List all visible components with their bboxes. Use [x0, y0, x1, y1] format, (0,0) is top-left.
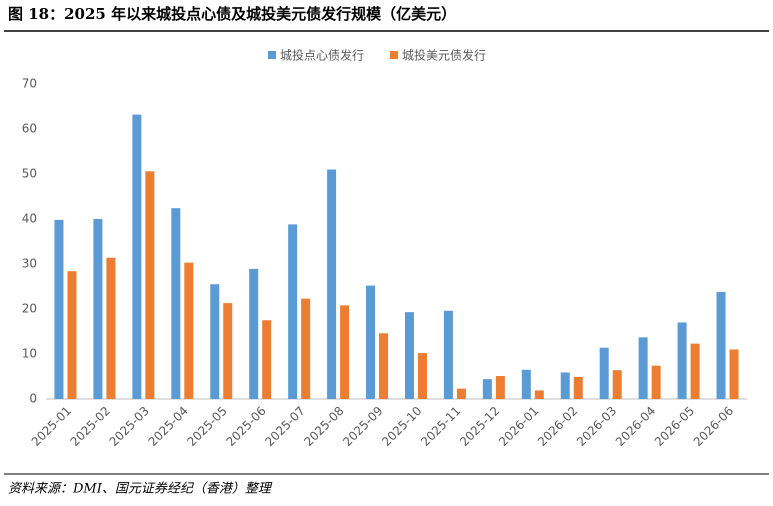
y-tick-label: 20 [22, 302, 37, 316]
bar [456, 388, 466, 399]
bar [716, 291, 726, 399]
legend-label: 城投美元债发行 [402, 48, 486, 63]
bar [651, 365, 661, 399]
y-tick-label: 40 [22, 212, 37, 226]
legend-label: 城投点心债发行 [280, 48, 364, 63]
source: 资料来源：DMI、国元证券经纪（香港）整理 [8, 481, 273, 497]
bar [132, 114, 142, 399]
y-tick-label: 60 [22, 122, 37, 136]
x-tick-label: 2025-06 [223, 404, 268, 449]
x-tick-label: 2025-04 [146, 404, 191, 449]
x-tick-label: 2026-03 [574, 404, 619, 449]
bar [729, 349, 739, 399]
x-tick-label: 2026-02 [535, 404, 580, 449]
y-tick-label: 30 [22, 257, 37, 271]
y-tick-label: 10 [22, 347, 37, 361]
bar [327, 169, 337, 399]
bar [638, 337, 648, 399]
y-tick-label: 0 [29, 392, 37, 406]
x-tick-label: 2025-02 [68, 404, 113, 449]
bar [171, 208, 181, 399]
y-tick-label: 70 [22, 77, 37, 91]
x-tick-label: 2026-06 [691, 404, 736, 449]
chart-title: 图 18：2025 年以来城投点心债及城投美元债发行规模（亿美元） [8, 5, 456, 23]
bar [288, 224, 298, 399]
x-tick-label: 2025-05 [184, 404, 229, 449]
bar [521, 369, 531, 399]
bar [690, 343, 700, 399]
bar [54, 219, 64, 399]
bar [67, 271, 77, 399]
x-tick-label: 2026-04 [613, 404, 658, 449]
bar [210, 284, 220, 399]
bar [223, 303, 233, 399]
x-tick-label: 2026-01 [496, 404, 541, 449]
bar [677, 322, 687, 399]
x-tick-label: 2025-01 [29, 404, 74, 449]
bar [93, 219, 103, 399]
x-tick-label: 2025-03 [107, 404, 152, 449]
bar [145, 171, 155, 399]
bar [612, 370, 622, 399]
bar [379, 333, 389, 399]
bar [482, 379, 492, 399]
bar [495, 376, 505, 399]
x-tick-label: 2025-08 [301, 404, 346, 449]
bar [366, 285, 376, 399]
x-tick-label: 2025-11 [418, 404, 463, 449]
bar [534, 390, 544, 399]
bar [301, 298, 311, 399]
bar [573, 376, 583, 399]
bar [417, 353, 427, 399]
bar [340, 305, 350, 399]
bar [262, 320, 272, 399]
bar [560, 372, 570, 399]
bar [599, 347, 609, 399]
x-tick-label: 2025-10 [379, 404, 424, 449]
x-tick-label: 2025-12 [457, 404, 502, 449]
x-tick-label: 2025-07 [262, 404, 307, 449]
bar [404, 312, 414, 399]
bar [249, 268, 259, 399]
x-tick-label: 2025-09 [340, 404, 385, 449]
x-tick-label: 2026-05 [652, 404, 697, 449]
bar [106, 257, 116, 399]
legend-swatch [268, 51, 276, 59]
y-tick-label: 50 [22, 167, 37, 181]
bar [184, 262, 194, 399]
bar [443, 310, 453, 399]
legend-swatch [390, 51, 398, 59]
